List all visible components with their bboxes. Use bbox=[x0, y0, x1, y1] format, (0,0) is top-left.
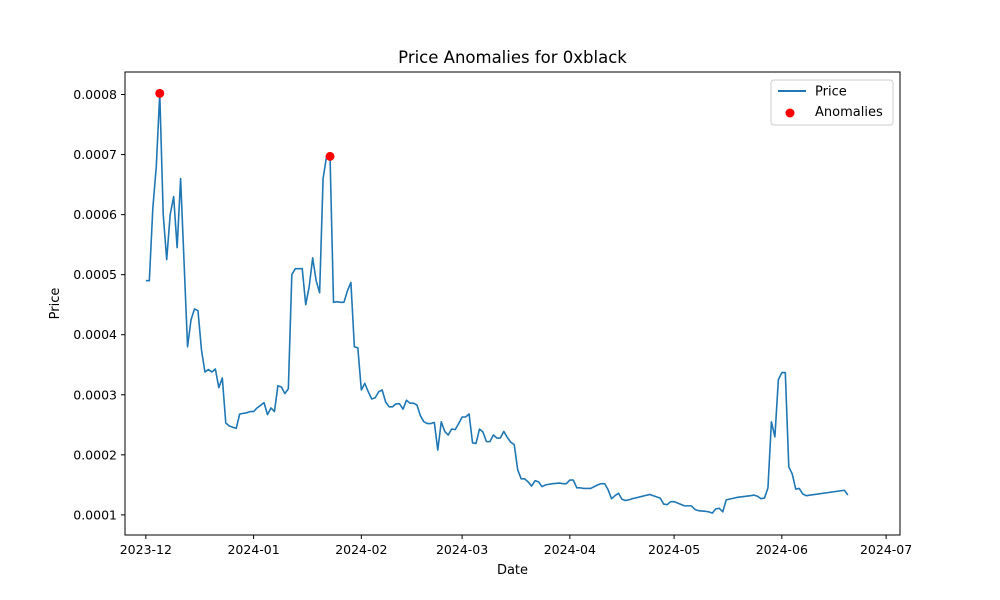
anomaly-point bbox=[155, 89, 164, 98]
legend: Price Anomalies bbox=[771, 80, 893, 125]
y-tick-label: 0.0002 bbox=[73, 447, 117, 462]
plot-frame bbox=[125, 72, 900, 535]
anomaly-points-layer bbox=[155, 89, 334, 161]
anomaly-point bbox=[326, 152, 335, 161]
x-tick-label: 2024-05 bbox=[648, 542, 700, 557]
x-tick-label: 2024-01 bbox=[227, 542, 279, 557]
y-tick-label: 0.0001 bbox=[73, 507, 117, 522]
x-tick-label: 2024-06 bbox=[756, 542, 808, 557]
y-tick-label: 0.0004 bbox=[73, 327, 117, 342]
y-tick-label: 0.0006 bbox=[73, 207, 117, 222]
legend-price-label: Price bbox=[815, 85, 847, 100]
y-tick-label: 0.0008 bbox=[73, 87, 117, 102]
x-tick-label: 2024-02 bbox=[335, 542, 387, 557]
x-tick-label: 2024-07 bbox=[860, 542, 912, 557]
y-axis-label: Price bbox=[48, 288, 63, 320]
y-tick-label: 0.0003 bbox=[73, 387, 117, 402]
y-tick-label: 0.0005 bbox=[73, 267, 117, 282]
chart-title: Price Anomalies for 0xblack bbox=[398, 48, 627, 67]
legend-anomalies-label: Anomalies bbox=[815, 105, 883, 120]
x-tick-label: 2024-04 bbox=[544, 542, 596, 557]
legend-anomalies-swatch bbox=[786, 109, 795, 118]
x-axis-label: Date bbox=[497, 563, 528, 578]
price-line bbox=[146, 93, 848, 513]
x-tick-label: 2023-12 bbox=[120, 542, 172, 557]
price-series-layer bbox=[146, 93, 848, 513]
y-tick-label: 0.0007 bbox=[73, 147, 117, 162]
x-tick-label: 2024-03 bbox=[436, 542, 488, 557]
